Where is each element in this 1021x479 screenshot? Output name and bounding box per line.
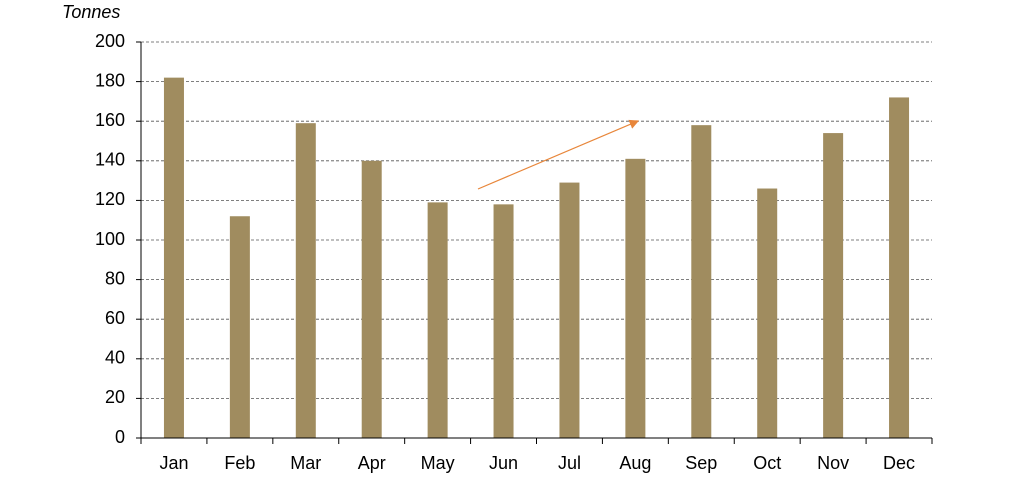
bar [163, 77, 184, 438]
bar [823, 133, 844, 438]
y-tick-label: 0 [115, 427, 125, 447]
x-tick-label: Oct [753, 453, 781, 473]
y-tick-label: 20 [105, 387, 125, 407]
x-tick-label: Jan [159, 453, 188, 473]
bar [427, 202, 448, 438]
bar [757, 188, 778, 438]
bar [691, 125, 712, 438]
y-tick-label: 60 [105, 308, 125, 328]
y-tick-label: 200 [95, 31, 125, 51]
x-tick-label: Jul [558, 453, 581, 473]
bar [889, 97, 910, 438]
y-tick-label: 140 [95, 150, 125, 170]
x-tick-label: Mar [290, 453, 321, 473]
x-tick-label: Aug [619, 453, 651, 473]
bar [295, 123, 316, 439]
x-tick-label: Nov [817, 453, 849, 473]
y-tick-label: 100 [95, 229, 125, 249]
x-tick-label: Feb [224, 453, 255, 473]
x-tick-label: Jun [489, 453, 518, 473]
y-tick-label: 120 [95, 189, 125, 209]
y-tick-label: 160 [95, 110, 125, 130]
bar [625, 158, 646, 438]
bar [229, 216, 250, 438]
trend-arrow [477, 119, 640, 190]
y-tick-label: 40 [105, 348, 125, 368]
x-tick-label: May [421, 453, 455, 473]
bar [361, 160, 382, 439]
x-tick-label: Dec [883, 453, 915, 473]
x-tick-label: Sep [685, 453, 717, 473]
x-tick-label: Apr [358, 453, 386, 473]
bar [493, 204, 514, 438]
y-tick-label: 180 [95, 70, 125, 90]
y-axis-label: Tonnes [62, 2, 120, 22]
y-tick-label: 80 [105, 268, 125, 288]
bar [559, 182, 580, 438]
